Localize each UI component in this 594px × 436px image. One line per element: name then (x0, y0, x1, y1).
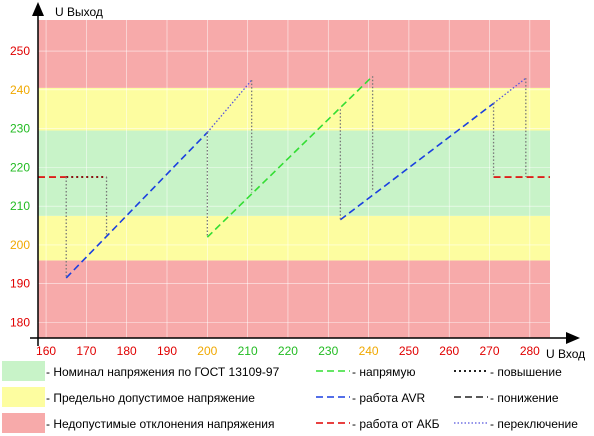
legend: - Номинал напряжения по ГОСТ 13109-97 - П… (2, 361, 578, 433)
legend-line-label: - работа от АКБ (352, 417, 440, 431)
x-tick-label: 270 (480, 344, 500, 358)
x-tick-label: 230 (318, 344, 338, 358)
series-segment (206, 79, 253, 133)
zone-band (38, 87, 550, 131)
zone-band (38, 215, 550, 261)
x-tick-label: 220 (278, 344, 298, 358)
x-tick-label: 180 (117, 344, 137, 358)
zone-band (38, 20, 550, 88)
x-axis-title: U Вход (546, 347, 585, 361)
legend-zone-swatch (2, 361, 45, 381)
x-tick-label: 190 (157, 344, 177, 358)
y-tick-label: 210 (10, 199, 30, 213)
zone-band (38, 130, 550, 216)
y-axis-arrow (32, 2, 44, 16)
grid-lines (38, 20, 550, 338)
legend-line-label: - переключение (490, 417, 578, 431)
legend-zone-swatch (2, 387, 45, 407)
x-tick-label: 250 (399, 344, 419, 358)
x-tick-label: 210 (238, 344, 258, 358)
zone-band (38, 260, 550, 338)
y-tick-label: 230 (10, 122, 30, 136)
data-series (38, 75, 550, 279)
y-tick-label: 240 (10, 83, 30, 97)
series-segment (339, 102, 495, 221)
y-axis-title: U Выход (55, 5, 103, 19)
y-tick-label: 250 (10, 44, 30, 58)
x-tick-label: 160 (36, 344, 56, 358)
legend-line-label: - напрямую (352, 365, 416, 379)
legend-zone-swatch (2, 413, 45, 433)
y-tick-label: 190 (10, 277, 30, 291)
x-tick-labels: 160 170 180 190 200 210 220 230 240 250 260 270 280 (36, 344, 540, 358)
x-tick-label: 260 (439, 344, 459, 358)
x-tick-label: 170 (76, 344, 96, 358)
axes: U Выход U Вход (30, 2, 585, 361)
series-segment (65, 131, 208, 279)
x-tick-label: 280 (520, 344, 540, 358)
voltage-zones (38, 20, 550, 338)
legend-zone-label: - Недопустимые отклонения напряжения (46, 417, 274, 431)
legend-line-label: - работа AVR (352, 391, 425, 405)
legend-line-label: - повышение (490, 365, 562, 379)
x-tick-label: 240 (359, 344, 379, 358)
series-segment (206, 75, 374, 238)
y-tick-label: 200 (10, 238, 30, 252)
y-tick-label: 180 (10, 315, 30, 329)
legend-zone-label: - Номинал напряжения по ГОСТ 13109-97 (46, 365, 280, 379)
legend-line-label: - понижение (490, 391, 559, 405)
x-tick-label: 200 (197, 344, 217, 358)
y-tick-labels: 180 190 200 210 220 230 240 250 (10, 44, 30, 329)
x-axis-arrow (566, 332, 580, 344)
legend-zone-label: - Предельно допустимое напряжение (46, 391, 255, 405)
y-tick-label: 220 (10, 160, 30, 174)
